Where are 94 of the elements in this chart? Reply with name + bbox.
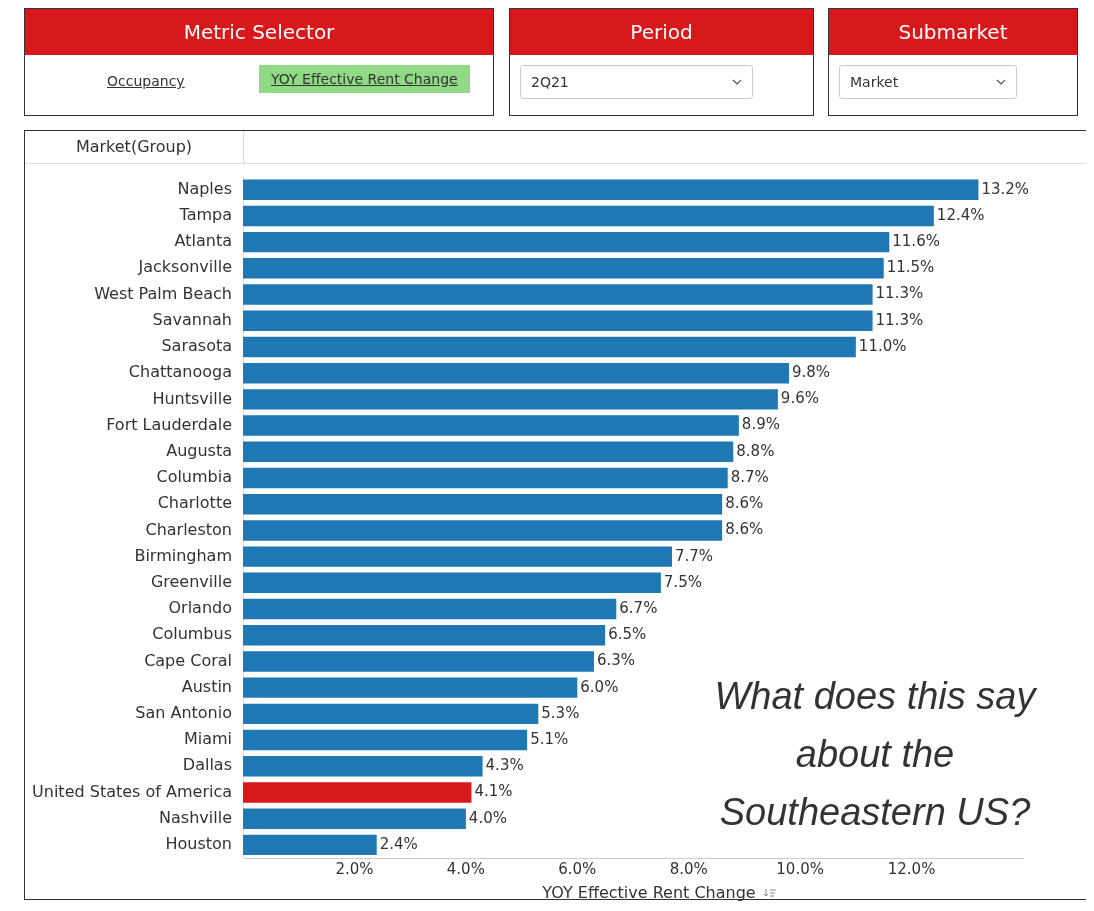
y-tick-label: Augusta bbox=[166, 440, 232, 460]
y-tick-label: Cape Coral bbox=[144, 650, 232, 670]
data-label: 8.8% bbox=[736, 441, 775, 460]
bar bbox=[243, 782, 472, 803]
bar bbox=[243, 467, 728, 489]
data-label: 6.5% bbox=[608, 625, 647, 644]
text: Period bbox=[510, 9, 813, 55]
text: 2Q21 bbox=[531, 74, 569, 90]
y-axis-title: Market(Group) bbox=[25, 131, 244, 163]
bar bbox=[243, 493, 723, 515]
y-tick-label: Fort Lauderdale bbox=[106, 414, 232, 434]
data-label: 4.1% bbox=[474, 782, 513, 801]
bar bbox=[243, 441, 734, 462]
data-label: 8.7% bbox=[730, 467, 769, 486]
data-label: 13.2% bbox=[981, 179, 1030, 198]
data-label: 9.6% bbox=[780, 389, 819, 408]
annotation: What does this say about the Southeastern US? bbox=[713, 674, 1038, 835]
y-tick-label: Greenville bbox=[150, 571, 232, 591]
bar bbox=[243, 756, 483, 777]
data-label: 5.3% bbox=[541, 703, 580, 722]
bar bbox=[243, 284, 873, 305]
bar bbox=[243, 258, 884, 279]
data-label: 2.4% bbox=[379, 834, 418, 853]
bar bbox=[243, 677, 578, 698]
bar bbox=[243, 703, 539, 725]
y-tick-label: Nashville bbox=[159, 807, 232, 827]
x-tick-label: 4.0% bbox=[446, 859, 485, 878]
data-label: 6.7% bbox=[619, 598, 658, 617]
y-tick-label: Atlanta bbox=[174, 231, 232, 251]
data-label: 12.4% bbox=[936, 205, 985, 224]
y-tick-label: Naples bbox=[177, 178, 232, 198]
data-label: 8.6% bbox=[725, 494, 764, 513]
data-label: 11.0% bbox=[858, 336, 907, 355]
x-tick-label: 12.0% bbox=[887, 859, 936, 878]
y-tick-label: Savannah bbox=[152, 309, 232, 329]
y-tick-label: West Palm Beach bbox=[94, 283, 232, 303]
bar bbox=[243, 625, 606, 646]
x-tick-label: 2.0% bbox=[335, 859, 374, 878]
text: YOY Effective Rent Change bbox=[259, 65, 470, 93]
y-tick-label: San Antonio bbox=[135, 703, 232, 723]
y-tick-label: Orlando bbox=[168, 598, 232, 618]
bar bbox=[243, 310, 873, 331]
data-label: 8.6% bbox=[725, 520, 764, 539]
bar bbox=[243, 651, 594, 672]
bar bbox=[243, 572, 661, 594]
y-tick-label: United States of America bbox=[32, 781, 232, 801]
bar bbox=[243, 362, 789, 384]
data-label: 6.0% bbox=[580, 677, 619, 696]
bar bbox=[243, 336, 856, 358]
y-tick-label: Birmingham bbox=[134, 545, 232, 565]
bar bbox=[243, 598, 617, 620]
bar bbox=[243, 415, 739, 436]
data-label: 11.6% bbox=[892, 232, 940, 251]
y-tick-label: Huntsville bbox=[152, 388, 232, 408]
bar bbox=[243, 231, 890, 253]
y-tick-label: Columbia bbox=[156, 467, 232, 487]
y-tick-label: Dallas bbox=[182, 755, 232, 775]
bar bbox=[243, 389, 778, 410]
text: Submarket bbox=[829, 9, 1077, 55]
y-tick-label: Houston bbox=[165, 834, 232, 854]
bar bbox=[243, 808, 466, 829]
y-tick-label: Miami bbox=[183, 729, 232, 749]
x-tick-label: 10.0% bbox=[776, 859, 824, 878]
y-tick-label: Chattanooga bbox=[128, 362, 232, 382]
y-tick-label: Jacksonville bbox=[137, 257, 232, 277]
bar bbox=[243, 546, 672, 567]
text: Occupancy bbox=[107, 73, 185, 89]
data-label: 7.7% bbox=[675, 546, 714, 565]
data-label: 11.3% bbox=[875, 284, 924, 303]
bar bbox=[243, 520, 723, 541]
bar bbox=[243, 179, 979, 200]
x-tick-label: 8.0% bbox=[669, 859, 708, 878]
y-tick-label: Tampa bbox=[178, 205, 232, 225]
text: Metric Selector bbox=[25, 9, 493, 55]
data-label: 5.1% bbox=[530, 729, 569, 748]
y-tick-label: Austin bbox=[181, 676, 232, 696]
text: Market bbox=[850, 74, 899, 90]
data-label: 11.5% bbox=[886, 258, 935, 277]
data-label: 4.0% bbox=[468, 808, 507, 827]
data-label: 9.8% bbox=[792, 363, 831, 382]
x-axis-title: YOY Effective Rent Change bbox=[542, 883, 756, 902]
bar bbox=[243, 729, 528, 751]
bar bbox=[243, 834, 377, 856]
y-tick-label: Sarasota bbox=[161, 336, 232, 356]
y-tick-label: Columbus bbox=[152, 624, 232, 644]
bar bbox=[243, 205, 934, 227]
x-tick-label: 6.0% bbox=[558, 859, 597, 878]
data-label: 11.3% bbox=[875, 310, 924, 329]
data-label: 7.5% bbox=[663, 572, 702, 591]
data-label: 8.9% bbox=[741, 415, 780, 434]
data-label: 4.3% bbox=[485, 756, 524, 775]
y-tick-label: Charlotte bbox=[157, 493, 232, 513]
y-tick-label: Charleston bbox=[145, 519, 232, 539]
data-label: 6.3% bbox=[597, 651, 636, 670]
